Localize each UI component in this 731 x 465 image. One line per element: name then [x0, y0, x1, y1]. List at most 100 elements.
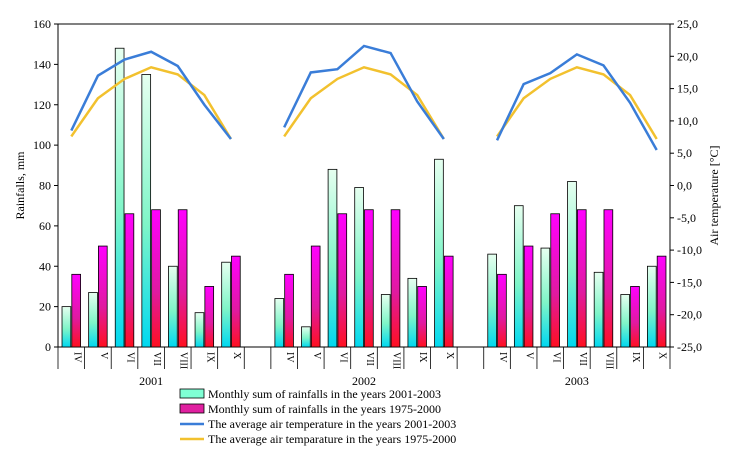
y-tick-label: 40 — [39, 259, 51, 273]
bar-rain-normal — [390, 209, 401, 348]
y2-tick-label: -25,0 — [677, 340, 702, 354]
bar-rain-normal — [151, 209, 161, 348]
bar-rain-normal — [310, 245, 321, 348]
bar-rain-normal — [656, 255, 667, 348]
y2-axis-title: Air temperature [°C] — [707, 145, 721, 245]
bar-rain-current — [88, 292, 98, 348]
x-tick-label: IV — [71, 352, 82, 363]
x-tick-label: V — [311, 352, 322, 360]
x-tick-label: V — [98, 352, 109, 360]
x-tick-label: X — [231, 352, 242, 360]
bar-rain-current — [380, 294, 391, 348]
x-tick-label: VIII — [603, 352, 614, 369]
line-temp-current — [495, 52, 658, 151]
y2-tick-label: -20,0 — [677, 308, 702, 322]
bar-rain-normal — [124, 213, 135, 348]
x-tick-label: X — [657, 352, 668, 360]
bar-rain-normal — [71, 273, 81, 348]
line-temp-current — [70, 50, 232, 140]
y2-tick-label: -5,0 — [677, 211, 696, 225]
year-label: 2002 — [352, 374, 376, 388]
legend-label: Monthly sum of rainfalls in the years 19… — [208, 402, 441, 416]
bar-rain-normal — [231, 255, 241, 348]
bar-rain-current — [513, 205, 524, 348]
bar-rain-normal — [364, 209, 374, 348]
y2-tick-label: -15,0 — [677, 275, 702, 289]
bar-rain-current — [274, 298, 285, 348]
bar-rain-current — [327, 168, 338, 348]
bar-rain-normal — [284, 273, 294, 348]
y2-tick-label: 10,0 — [677, 114, 698, 128]
year-label: 2001 — [139, 374, 163, 388]
x-tick-label: VI — [550, 352, 561, 363]
y-tick-label: 100 — [33, 138, 51, 152]
y-tick-label: 60 — [39, 219, 51, 233]
x-tick-label: VIII — [178, 352, 189, 369]
line-temp-normal — [70, 65, 233, 140]
bar-rain-current — [194, 312, 205, 348]
y-tick-label: 160 — [33, 17, 51, 31]
bar-rain-current — [301, 326, 311, 348]
year-label: 2003 — [565, 374, 589, 388]
x-tick-label: IX — [204, 352, 215, 363]
bar-rain-normal — [177, 209, 188, 348]
x-tick-label: IX — [630, 352, 641, 363]
bar-rain-current — [487, 253, 497, 348]
x-tick-label: VIII — [391, 352, 402, 369]
y-tick-label: 0 — [45, 340, 51, 354]
bar-rain-current — [620, 294, 630, 348]
bar-rain-normal — [98, 245, 108, 348]
bar-rain-normal — [550, 213, 560, 348]
y-tick-label: 20 — [39, 300, 51, 314]
bar-rain-current — [141, 74, 152, 348]
legend-swatch — [179, 388, 205, 399]
legend-swatch — [179, 403, 205, 414]
y2-tick-label: 20,0 — [677, 49, 698, 63]
y-axis-title: Rainfalls, mm — [13, 151, 27, 220]
bar-rain-normal — [443, 255, 454, 348]
y-tick-label: 80 — [39, 179, 51, 193]
x-tick-label: VII — [364, 352, 375, 366]
legend-label: Monthly sum of rainfalls in the years 20… — [208, 387, 441, 401]
legend-label: The average air temperature in the years… — [208, 417, 456, 431]
y2-tick-label: 15,0 — [677, 82, 698, 96]
line-temp-current — [283, 44, 445, 140]
x-tick-label: X — [444, 352, 455, 360]
y2-tick-label: -10,0 — [677, 243, 702, 257]
bar-rain-normal — [204, 286, 215, 348]
x-tick-label: V — [524, 352, 535, 360]
line-temp-normal — [283, 65, 445, 140]
y2-tick-label: 25,0 — [677, 17, 698, 31]
x-tick-label: VII — [577, 352, 588, 366]
bar-rain-current — [114, 47, 125, 348]
y2-tick-label: 0,0 — [677, 179, 692, 193]
x-tick-label: VII — [151, 352, 162, 366]
bar-rain-current — [593, 271, 604, 348]
bar-rain-current — [434, 158, 444, 348]
bar-rain-current — [407, 277, 418, 348]
bar-rain-current — [540, 247, 551, 348]
bar-rain-normal — [337, 213, 348, 348]
bar-rain-normal — [630, 286, 640, 348]
y-tick-label: 120 — [33, 98, 51, 112]
x-tick-label: IV — [284, 352, 295, 363]
bar-rain-normal — [523, 245, 534, 348]
x-tick-label: VI — [125, 352, 136, 363]
line-temp-normal — [496, 65, 658, 140]
bar-rain-current — [61, 306, 72, 348]
bar-rain-normal — [576, 209, 587, 348]
legend-label: The average air temparature in the years… — [208, 432, 456, 446]
bar-rain-current — [168, 265, 178, 348]
bar-rain-current — [567, 181, 577, 348]
bar-rain-current — [647, 265, 657, 348]
bar-rain-normal — [497, 273, 507, 348]
x-tick-label: IV — [497, 352, 508, 363]
bar-rain-current — [221, 261, 231, 348]
x-tick-label: VI — [337, 352, 348, 363]
x-tick-label: IX — [417, 352, 428, 363]
y2-tick-label: 5,0 — [677, 146, 692, 160]
bar-rain-normal — [603, 209, 614, 348]
bar-rain-current — [354, 187, 364, 348]
bar-rain-normal — [417, 286, 427, 348]
